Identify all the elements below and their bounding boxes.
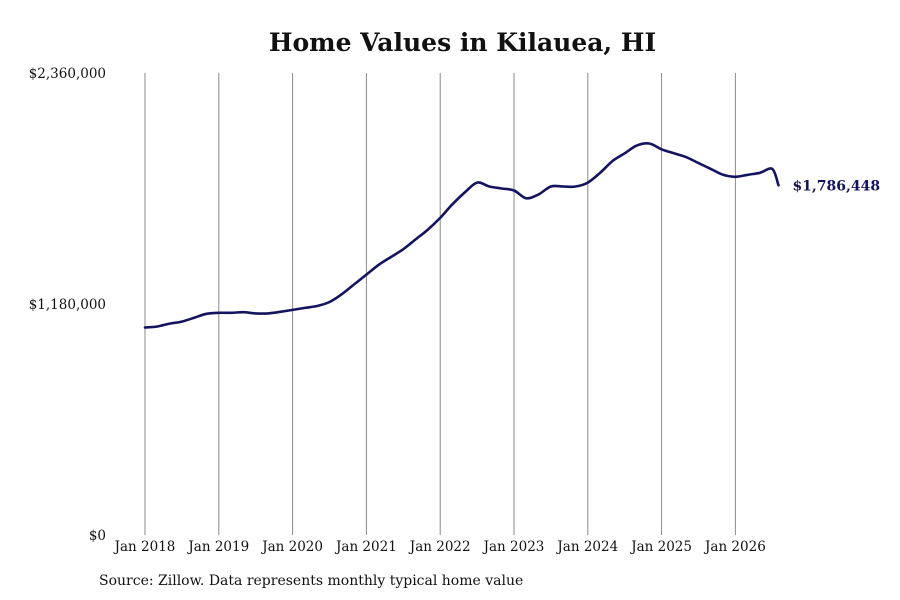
x-tick-label: Jan 2018 [113,539,176,555]
end-value-label: $1,786,448 [792,178,880,194]
x-tick-label: Jan 2019 [186,539,249,555]
y-tick-label: $0 [89,528,106,544]
y-tick-label: $2,360,000 [29,66,106,82]
y-axis-ticks: $0 $1,180,000 $2,360,000 [29,66,106,544]
x-tick-label: Jan 2022 [408,539,471,555]
chart-title: Home Values in Kilauea, HI [268,28,657,57]
x-tick-label: Jan 2024 [555,539,618,555]
source-note: Source: Zillow. Data represents monthly … [99,573,524,589]
x-tick-label: Jan 2023 [482,539,545,555]
x-axis-ticks: Jan 2018 Jan 2019 Jan 2020 Jan 2021 Jan 2022… [113,539,766,555]
x-tick-label: Jan 2021 [334,539,397,555]
x-tick-label: Jan 2025 [629,539,692,555]
home-value-line [143,141,780,329]
x-tick-label: Jan 2020 [260,539,323,555]
y-tick-label: $1,180,000 [29,297,106,313]
x-tick-label: Jan 2026 [703,539,766,555]
